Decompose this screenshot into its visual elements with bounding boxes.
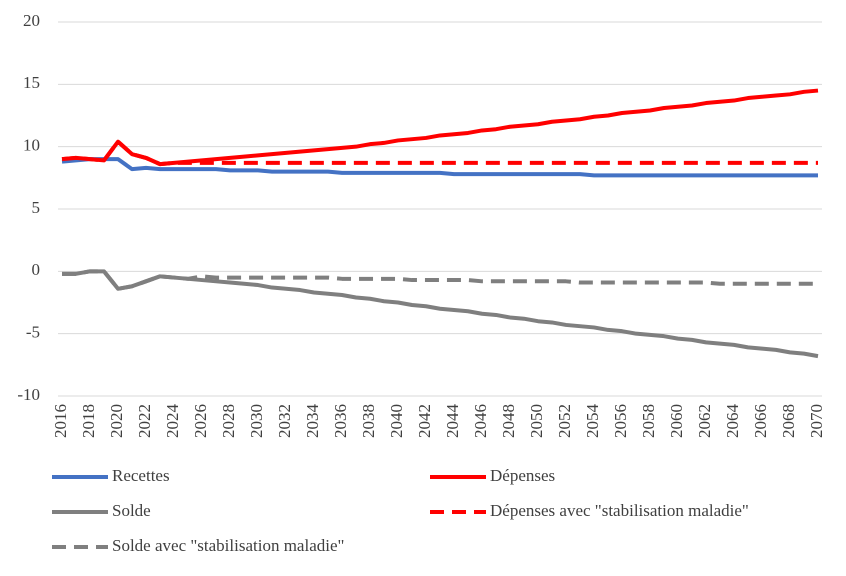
x-tick-label: 2048 bbox=[499, 404, 518, 438]
x-tick-label: 2056 bbox=[611, 404, 630, 438]
x-tick-label: 2042 bbox=[415, 404, 434, 438]
x-tick-label: 2018 bbox=[79, 404, 98, 438]
x-tick-label: 2028 bbox=[219, 404, 238, 438]
x-tick-label: 2054 bbox=[583, 404, 602, 439]
x-tick-label: 2024 bbox=[163, 404, 182, 439]
x-tick-label: 2034 bbox=[303, 404, 322, 439]
x-tick-label: 2058 bbox=[639, 404, 658, 438]
x-tick-label: 2040 bbox=[387, 404, 406, 438]
x-tick-label: 2036 bbox=[331, 404, 350, 438]
x-tick-label: 2016 bbox=[51, 404, 70, 438]
x-tick-label: 2066 bbox=[751, 404, 770, 438]
legend-label: Solde bbox=[112, 501, 151, 520]
x-tick-label: 2064 bbox=[723, 404, 742, 439]
x-tick-label: 2062 bbox=[695, 404, 714, 438]
y-tick-label: 15 bbox=[23, 73, 40, 92]
y-tick-label: 5 bbox=[32, 198, 41, 217]
series-line bbox=[62, 269, 818, 291]
x-tick-label: 2046 bbox=[471, 404, 490, 438]
y-tick-label: 20 bbox=[23, 11, 40, 30]
y-tick-label: 0 bbox=[32, 260, 41, 279]
series-line bbox=[62, 269, 819, 359]
x-tick-label: 2022 bbox=[135, 404, 154, 438]
legend-label: Recettes bbox=[112, 466, 170, 485]
x-tick-label: 2044 bbox=[443, 404, 462, 439]
legend-label: Dépenses avec "stabilisation maladie" bbox=[490, 501, 749, 520]
y-tick-label: -10 bbox=[17, 385, 40, 404]
series-line bbox=[61, 88, 819, 167]
x-tick-label: 2070 bbox=[807, 404, 826, 438]
x-tick-label: 2052 bbox=[555, 404, 574, 438]
legend-label: Dépenses bbox=[490, 466, 555, 485]
series-line bbox=[61, 157, 818, 178]
y-tick-label: 10 bbox=[23, 136, 40, 155]
x-tick-label: 2050 bbox=[527, 404, 546, 438]
x-tick-label: 2032 bbox=[275, 404, 294, 438]
x-tick-label: 2038 bbox=[359, 404, 378, 438]
legend-label: Solde avec "stabilisation maladie" bbox=[112, 536, 344, 555]
y-tick-label: -5 bbox=[26, 323, 40, 342]
x-tick-label: 2060 bbox=[667, 404, 686, 438]
x-tick-label: 2030 bbox=[247, 404, 266, 438]
x-tick-label: 2026 bbox=[191, 404, 210, 438]
x-tick-label: 2068 bbox=[779, 404, 798, 438]
x-tick-label: 2020 bbox=[107, 404, 126, 438]
